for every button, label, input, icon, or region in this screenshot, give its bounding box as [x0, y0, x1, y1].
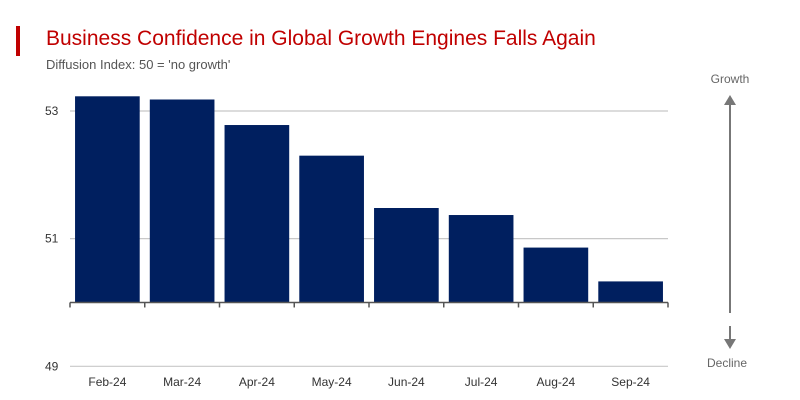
direction-indicator: Growth Decline: [707, 72, 749, 370]
bar-Jul-24: [448, 215, 514, 303]
bar-May-24: [299, 155, 364, 303]
x-axis-ticks: Feb-24 Mar-24 Apr-24 May-24 Jun-24 Jul-24 Aug-…: [88, 375, 650, 389]
bar-Mar-24: [149, 99, 215, 303]
x-tick-label: Jul-24: [465, 375, 498, 389]
chart-title: Business Confidence in Global Growth Eng…: [46, 27, 596, 50]
decline-arrow-icon: [724, 339, 736, 349]
x-tick-label: Jun-24: [388, 375, 425, 389]
bar-Feb-24: [75, 96, 140, 303]
x-tick-label: Mar-24: [163, 375, 201, 389]
bar-Jun-24: [374, 208, 439, 303]
x-tick-label: May-24: [312, 375, 352, 389]
x-axis: [69, 301, 669, 308]
y-tick-label: 51: [45, 232, 59, 246]
bars: [75, 96, 663, 303]
y-tick-label: 53: [45, 104, 59, 118]
y-tick-label: 49: [45, 359, 59, 373]
x-tick-label: Aug-24: [537, 375, 576, 389]
x-tick-label: Apr-24: [239, 375, 275, 389]
decline-label: Decline: [707, 356, 747, 370]
growth-arrow-icon: [724, 95, 736, 105]
growth-label: Growth: [711, 72, 750, 86]
bar-Aug-24: [523, 247, 589, 303]
x-tick-label: Sep-24: [611, 375, 650, 389]
bar-Apr-24: [224, 125, 290, 303]
title-accent-bar: [16, 26, 20, 56]
chart-subtitle: Diffusion Index: 50 = 'no growth': [46, 57, 231, 72]
bar-Sep-24: [598, 281, 663, 303]
x-tick-label: Feb-24: [88, 375, 126, 389]
y-axis-ticks: 49 51 53: [45, 104, 59, 373]
